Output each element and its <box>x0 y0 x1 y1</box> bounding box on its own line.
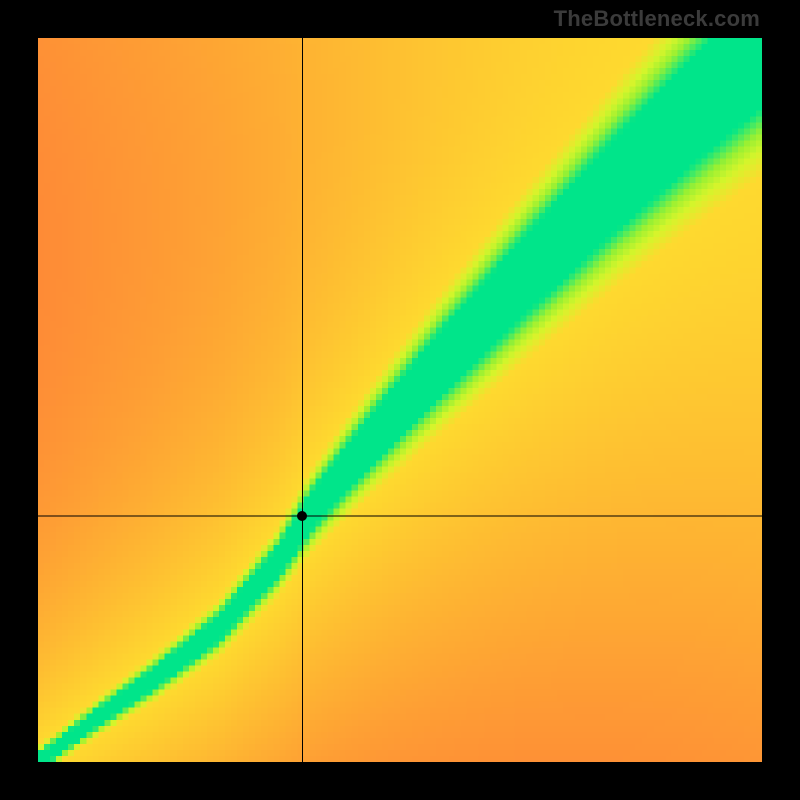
chart-frame: TheBottleneck.com <box>0 0 800 800</box>
bottleneck-heatmap <box>38 38 762 762</box>
watermark-text: TheBottleneck.com <box>554 6 760 32</box>
